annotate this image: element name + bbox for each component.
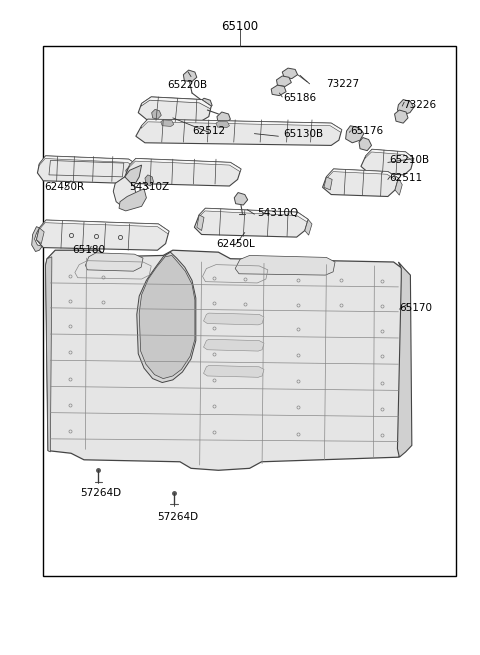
Polygon shape: [36, 228, 44, 244]
Text: 57264D: 57264D: [157, 512, 198, 523]
Polygon shape: [152, 109, 161, 119]
Text: 54310Z: 54310Z: [129, 181, 169, 192]
Polygon shape: [325, 169, 398, 181]
Polygon shape: [395, 178, 402, 195]
Polygon shape: [116, 165, 142, 189]
Polygon shape: [32, 227, 42, 252]
Polygon shape: [129, 159, 241, 172]
Text: 65170: 65170: [399, 303, 432, 313]
Polygon shape: [204, 339, 264, 351]
Polygon shape: [141, 97, 211, 109]
Polygon shape: [346, 126, 364, 143]
Polygon shape: [276, 76, 291, 86]
Polygon shape: [113, 177, 137, 208]
Polygon shape: [282, 68, 298, 79]
Polygon shape: [125, 159, 241, 186]
Text: 65130B: 65130B: [283, 129, 324, 140]
Polygon shape: [204, 313, 264, 325]
Text: 65220B: 65220B: [167, 80, 207, 90]
Polygon shape: [194, 208, 308, 237]
Polygon shape: [38, 156, 139, 169]
Polygon shape: [136, 119, 342, 145]
Polygon shape: [139, 255, 195, 379]
Polygon shape: [217, 112, 230, 124]
Polygon shape: [199, 98, 212, 110]
Polygon shape: [198, 208, 308, 222]
Text: 65100: 65100: [221, 20, 259, 33]
Polygon shape: [138, 97, 211, 123]
Polygon shape: [395, 110, 408, 123]
Polygon shape: [38, 220, 169, 234]
Polygon shape: [197, 215, 204, 231]
Polygon shape: [141, 119, 342, 132]
Polygon shape: [323, 169, 398, 196]
Polygon shape: [36, 220, 169, 250]
Text: 62450L: 62450L: [216, 238, 254, 249]
Text: 73227: 73227: [326, 79, 360, 89]
Polygon shape: [359, 138, 372, 151]
Polygon shape: [397, 100, 414, 115]
Text: 62512: 62512: [192, 126, 226, 136]
Polygon shape: [46, 250, 406, 470]
Text: 65210B: 65210B: [389, 155, 429, 166]
Polygon shape: [397, 262, 412, 457]
Text: 62511: 62511: [389, 173, 422, 183]
Text: 73226: 73226: [403, 100, 436, 110]
Polygon shape: [137, 252, 196, 383]
Text: 62450R: 62450R: [45, 181, 85, 192]
Polygon shape: [204, 365, 264, 377]
Text: 57264D: 57264D: [80, 487, 121, 498]
Text: 54310Q: 54310Q: [257, 208, 298, 218]
Polygon shape: [119, 189, 146, 211]
Polygon shape: [235, 255, 335, 275]
Polygon shape: [161, 120, 174, 126]
Polygon shape: [238, 212, 247, 222]
Bar: [43, 46, 456, 576]
Polygon shape: [361, 149, 414, 175]
Polygon shape: [305, 219, 312, 235]
Polygon shape: [183, 70, 197, 82]
Polygon shape: [85, 253, 143, 271]
Text: 65176: 65176: [350, 126, 384, 136]
Polygon shape: [126, 167, 133, 177]
Text: 65180: 65180: [72, 245, 105, 255]
Polygon shape: [216, 121, 229, 128]
Polygon shape: [46, 257, 52, 452]
Polygon shape: [145, 175, 154, 186]
Polygon shape: [365, 149, 414, 161]
Text: 65186: 65186: [283, 93, 316, 103]
Polygon shape: [324, 177, 332, 190]
Polygon shape: [37, 156, 139, 183]
Polygon shape: [234, 193, 248, 205]
Polygon shape: [271, 85, 286, 96]
